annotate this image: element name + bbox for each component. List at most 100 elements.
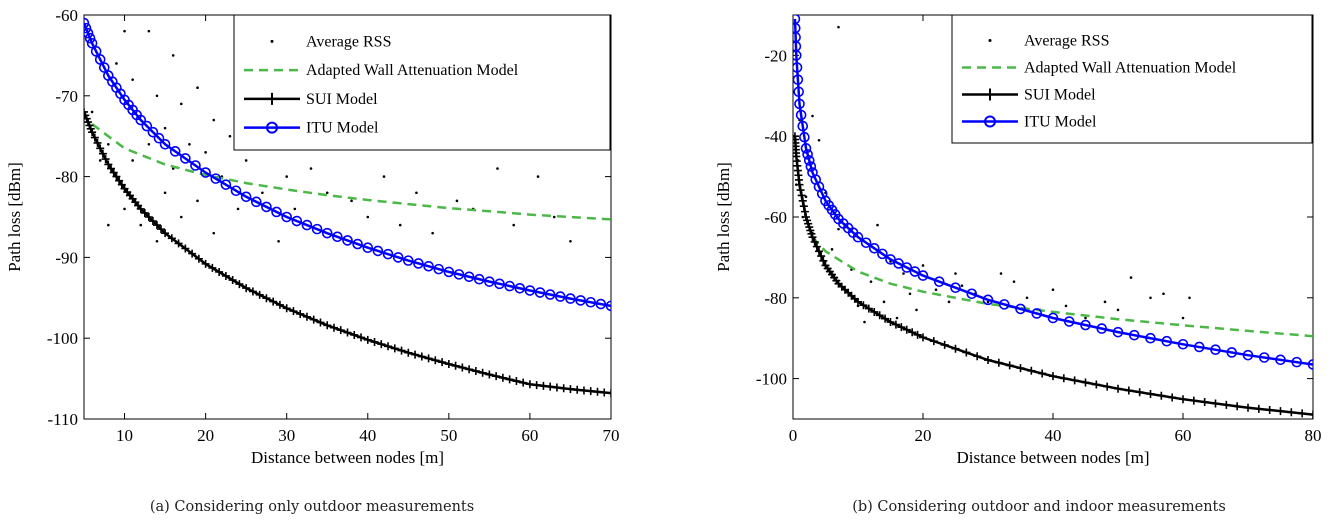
- itu-marker: [1031, 308, 1043, 319]
- itu-marker: [220, 179, 232, 190]
- x-axis-label: Distance between nodes [m]: [251, 448, 444, 467]
- rss-point: [837, 25, 840, 29]
- sui-marker: [973, 352, 982, 361]
- rss-point: [954, 272, 957, 275]
- rss-point: [1149, 296, 1152, 300]
- sui-marker: [870, 307, 879, 316]
- itu-marker: [332, 231, 343, 243]
- itu-marker: [966, 288, 978, 300]
- itu-marker: [585, 296, 597, 308]
- rss-point: [1012, 280, 1016, 283]
- sui-marker: [157, 225, 166, 234]
- x-tick-label: 50: [440, 426, 457, 445]
- rss-point: [285, 175, 288, 178]
- sui-marker: [854, 297, 862, 306]
- itu-marker: [802, 149, 813, 160]
- sui-marker: [431, 356, 440, 365]
- itu-marker: [800, 143, 812, 154]
- itu-marker: [514, 283, 526, 294]
- rss-point: [1181, 316, 1185, 320]
- rss-point: [431, 231, 434, 235]
- itu-marker: [261, 201, 272, 213]
- itu-marker: [433, 263, 445, 275]
- sui-marker: [390, 344, 399, 353]
- sui-marker: [881, 314, 890, 323]
- itu-marker: [795, 109, 807, 121]
- itu-marker: [301, 219, 313, 231]
- sui-marker: [444, 360, 453, 369]
- sui-marker: [255, 290, 264, 299]
- rss-point: [415, 191, 418, 195]
- x-tick-label: 60: [521, 426, 538, 445]
- itu-marker: [281, 211, 292, 223]
- rss-point: [536, 175, 540, 178]
- itu-marker: [950, 282, 961, 294]
- sui-marker: [485, 370, 494, 379]
- sui-marker: [417, 352, 426, 361]
- sui-marker: [891, 320, 900, 329]
- itu-marker: [159, 138, 171, 150]
- sui-marker: [1005, 361, 1014, 370]
- rss-point: [366, 215, 370, 219]
- y-tick-label: -80: [55, 168, 78, 187]
- sui-marker: [1157, 391, 1166, 400]
- sui-marker: [1298, 409, 1307, 418]
- sui-marker: [919, 333, 927, 342]
- sui-marker: [798, 196, 807, 205]
- itu-marker: [504, 280, 515, 292]
- rss-point: [999, 272, 1003, 275]
- sui-marker: [465, 365, 474, 374]
- sui-marker: [812, 242, 821, 251]
- x-axis-label: Distance between nodes [m]: [956, 448, 1149, 467]
- sui-marker: [875, 311, 884, 320]
- sui-marker: [152, 221, 161, 230]
- sui-marker: [897, 323, 906, 332]
- rss-point: [947, 300, 951, 304]
- itu-marker: [799, 131, 810, 143]
- y-tick-label: -100: [47, 329, 78, 348]
- rss-point: [325, 191, 329, 195]
- sui-marker: [607, 389, 611, 398]
- sui-marker: [1027, 366, 1036, 375]
- rss-point: [902, 272, 905, 275]
- itu-marker: [605, 300, 611, 312]
- rss-point: [244, 159, 248, 162]
- itu-marker: [382, 248, 394, 260]
- wall-attenuation-line: [91, 123, 611, 221]
- legend-label: SUI Model: [306, 91, 378, 108]
- rss-point: [569, 239, 572, 243]
- itu-marker: [1291, 356, 1303, 368]
- sui-marker: [539, 381, 548, 390]
- sui-marker: [174, 239, 183, 248]
- y-tick-label: -40: [764, 127, 787, 146]
- sui-marker: [357, 333, 366, 342]
- sui-marker: [1059, 374, 1068, 383]
- panel-caption: (b) Considering outdoor and indoor measu…: [852, 499, 1226, 515]
- sui-marker: [1222, 400, 1231, 409]
- y-tick-label: -90: [55, 248, 78, 267]
- panel-b: 0 20 40 60 80 -20 -40 -60 -80 -100 Distance betwee…: [714, 14, 1322, 515]
- itu-marker: [1161, 335, 1173, 347]
- sui-marker: [478, 368, 487, 377]
- rss-point: [1103, 300, 1107, 304]
- sui-marker: [384, 342, 393, 351]
- itu-marker: [94, 54, 106, 65]
- sui-marker: [188, 249, 197, 258]
- sui-marker: [215, 267, 224, 276]
- itu-marker: [473, 273, 485, 285]
- rss-point: [830, 248, 834, 251]
- sui-marker: [1233, 402, 1242, 411]
- sui-marker: [817, 252, 826, 261]
- sui-marker: [519, 378, 528, 387]
- rss-point: [1064, 304, 1068, 308]
- sui-marker: [275, 300, 284, 309]
- y-axis-label: Path loss [dBm]: [5, 162, 24, 272]
- sui-marker: [316, 318, 325, 327]
- rss-point: [882, 300, 886, 304]
- itu-marker: [141, 120, 153, 132]
- itu-marker: [210, 173, 222, 184]
- y-tick-label: -110: [47, 410, 78, 429]
- sui-marker: [1049, 372, 1057, 381]
- rss-point: [398, 223, 402, 227]
